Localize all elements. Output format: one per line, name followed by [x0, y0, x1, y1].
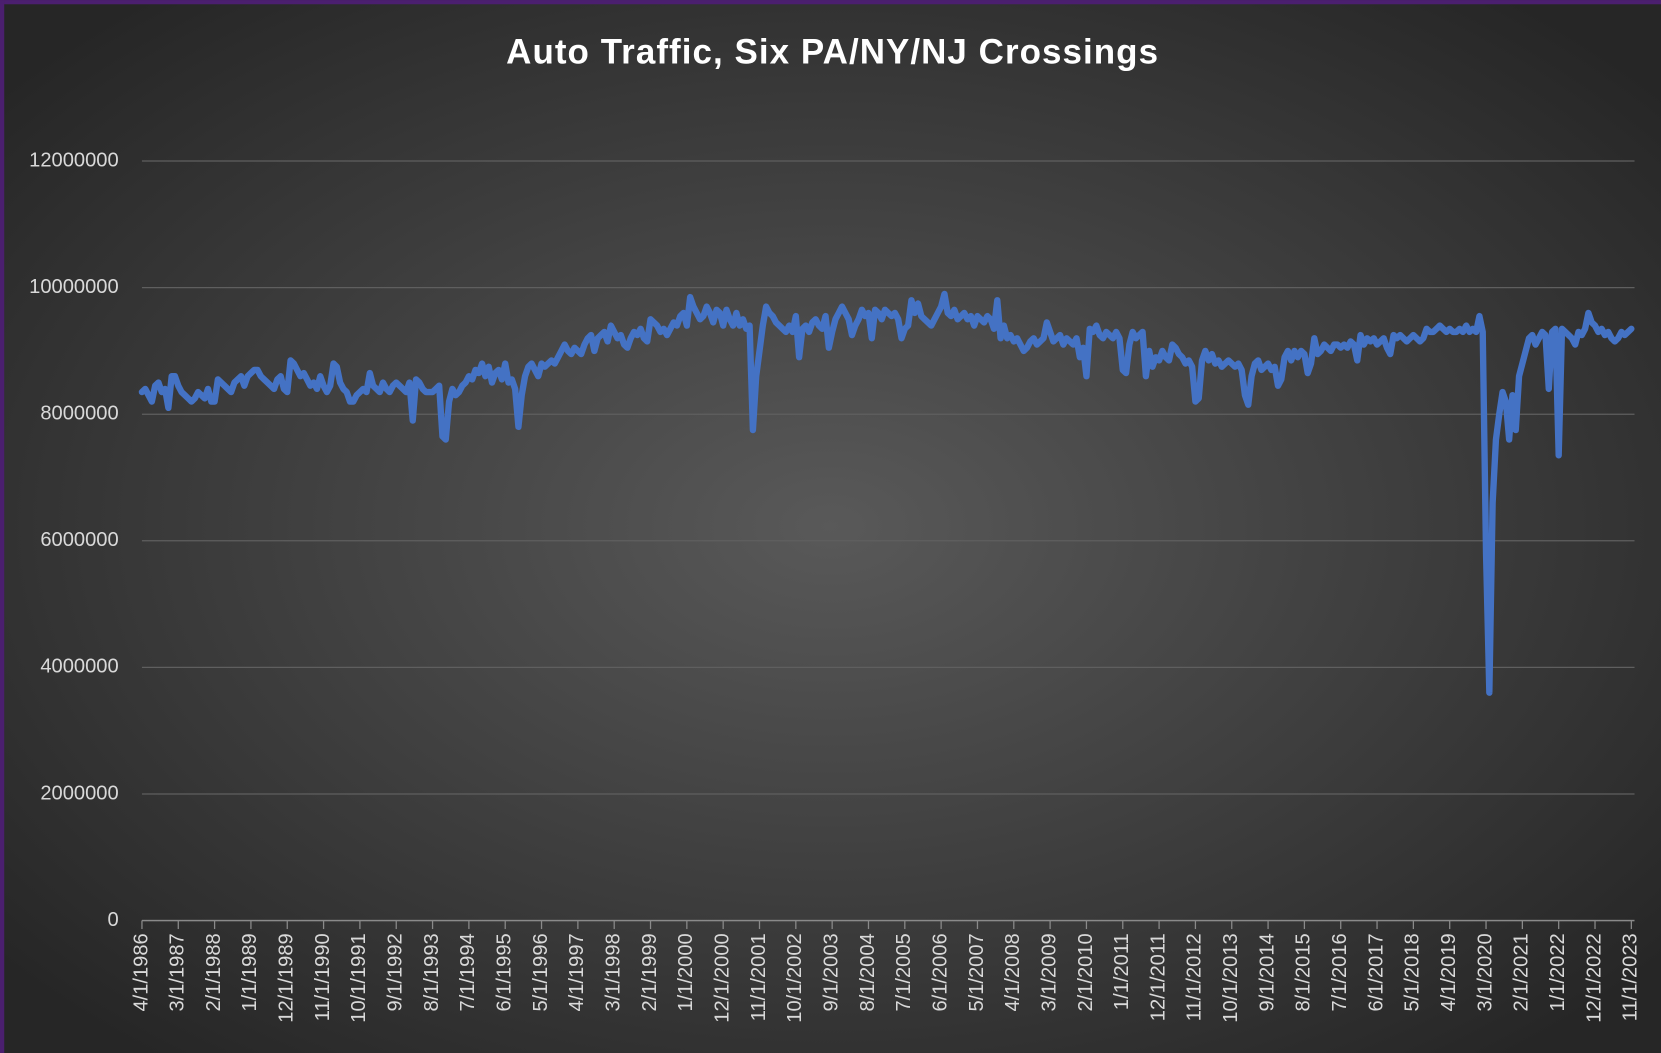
x-tick-label: 8/1/1993 — [421, 933, 443, 1011]
x-tick-label: 2/1/1999 — [639, 933, 661, 1011]
y-tick-label: 2000000 — [40, 782, 118, 804]
x-tick-label: 1/1/2011 — [1111, 933, 1133, 1010]
x-tick-label: 3/1/2020 — [1474, 933, 1496, 1011]
x-tick-label: 10/1/2002 — [784, 933, 806, 1022]
x-tick-label: 6/1/2006 — [929, 933, 951, 1011]
x-tick-label: 8/1/2015 — [1293, 933, 1315, 1011]
x-tick-label: 12/1/2000 — [711, 933, 733, 1022]
x-tick-label: 7/1/2016 — [1329, 933, 1351, 1011]
x-tick-label: 9/1/1992 — [385, 933, 407, 1011]
x-tick-label: 3/1/1987 — [167, 933, 189, 1011]
x-tick-label: 9/1/2014 — [1256, 933, 1278, 1011]
x-tick-label: 11/1/2001 — [748, 933, 770, 1021]
y-tick-label: 6000000 — [40, 529, 118, 551]
x-tick-label: 12/1/2022 — [1583, 933, 1605, 1022]
x-tick-label: 4/1/2019 — [1438, 933, 1460, 1011]
x-tick-label: 12/1/2011 — [1147, 933, 1169, 1021]
x-tick-label: 2/1/2021 — [1511, 933, 1533, 1011]
series-line — [138, 290, 1635, 696]
x-tick-label: 1/1/2022 — [1547, 933, 1569, 1011]
y-tick-label: 0 — [107, 909, 118, 931]
y-tick-label: 12000000 — [29, 149, 118, 171]
x-tick-label: 1/1/1989 — [239, 933, 261, 1011]
x-tick-label: 11/1/1990 — [312, 933, 334, 1021]
x-tick-label: 4/1/1986 — [130, 933, 152, 1011]
y-tick-label: 10000000 — [29, 276, 118, 298]
y-tick-label: 4000000 — [40, 656, 118, 678]
x-tick-label: 11/1/2012 — [1184, 933, 1206, 1021]
y-tick-label: 8000000 — [40, 403, 118, 425]
x-tick-label: 4/1/2008 — [1002, 933, 1024, 1011]
x-tick-label: 6/1/1995 — [494, 933, 516, 1011]
x-tick-label: 10/1/1991 — [348, 933, 370, 1022]
x-tick-label: 9/1/2003 — [820, 933, 842, 1011]
x-tick-label: 12/1/1989 — [276, 933, 298, 1022]
x-tick-label: 5/1/2007 — [966, 933, 988, 1011]
x-tick-label: 3/1/2009 — [1038, 933, 1060, 1011]
x-tick-label: 7/1/1994 — [457, 933, 479, 1011]
x-tick-label: 11/1/2023 — [1620, 933, 1642, 1021]
x-tick-label: 4/1/1997 — [566, 933, 588, 1011]
chart-title: Auto Traffic, Six PA/NY/NJ Crossings — [506, 33, 1159, 72]
x-tick-label: 7/1/2005 — [893, 933, 915, 1011]
x-tick-label: 6/1/2017 — [1365, 933, 1387, 1011]
x-tick-label: 3/1/1998 — [603, 933, 625, 1011]
x-tick-label: 5/1/1996 — [530, 933, 552, 1011]
x-tick-label: 10/1/2013 — [1220, 933, 1242, 1022]
border-top — [0, 0, 1661, 5]
x-tick-label: 1/1/2000 — [675, 933, 697, 1011]
x-tick-label: 2/1/1988 — [203, 933, 225, 1011]
x-tick-label: 5/1/2018 — [1402, 933, 1424, 1011]
border-left — [0, 0, 5, 1053]
x-tick-label: 8/1/2004 — [857, 933, 879, 1011]
x-tick-label: 2/1/2010 — [1075, 933, 1097, 1011]
